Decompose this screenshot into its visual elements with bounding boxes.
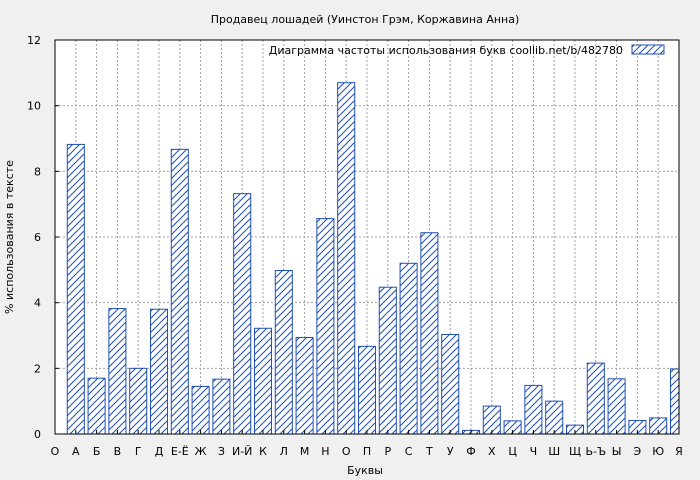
bar-Ь-Ъ <box>586 362 605 435</box>
y-ticks: 0 2 4 6 8 10 12 <box>27 34 59 441</box>
x-tick-label: Я <box>675 445 683 458</box>
x-tick-label: З <box>218 445 225 458</box>
y-tick-label: 0 <box>34 428 41 441</box>
bar-Х <box>482 405 501 435</box>
bar-Л <box>274 269 293 435</box>
bar-М <box>295 336 314 435</box>
x-tick-label: П <box>363 445 371 458</box>
bar-П <box>357 345 377 435</box>
x-tick-label: Ф <box>466 445 475 458</box>
x-tick-label: Д <box>155 445 164 458</box>
x-tick-label: Ж <box>195 445 207 458</box>
bar-Д <box>149 308 169 435</box>
x-tick-label: В <box>114 445 122 458</box>
bar-С <box>399 262 418 435</box>
x-tick-label: Т <box>425 445 433 458</box>
x-tick-label: Ь-Ъ <box>585 445 606 458</box>
bar-Н <box>316 218 335 435</box>
bar-Е-Ё <box>170 148 189 435</box>
y-tick-label: 8 <box>34 165 41 178</box>
x-tick-label: Ю <box>652 445 664 458</box>
chart-title: Продавец лошадей (Уинстон Грэм, Коржавин… <box>211 13 520 26</box>
y-tick-label: 2 <box>34 362 41 375</box>
x-tick-label: Ы <box>612 445 622 458</box>
bar-Ч <box>524 384 543 435</box>
y-tick-label: 12 <box>27 34 41 47</box>
bar-Г <box>129 367 148 435</box>
y-axis-label: % использования в тексте <box>3 160 16 314</box>
x-tick-label: Б <box>93 445 101 458</box>
x-tick-label: А <box>72 445 80 458</box>
bar-Т <box>420 232 439 435</box>
bar-Ш <box>545 400 564 435</box>
bar-И-Й <box>233 193 252 435</box>
x-ticks: О А Б В Г Д Е-Ё Ж З И-Й К Л М Н О П Р С Т У Ф Х Ц Ч Ш Щ Ь-Ъ Ы Э Ю Я <box>51 430 683 458</box>
x-tick-label: И-Й <box>232 445 252 458</box>
bar-З <box>212 378 231 435</box>
x-tick-label: Ч <box>530 445 538 458</box>
bar-Р <box>378 286 397 435</box>
x-tick-label: С <box>405 445 413 458</box>
bar-В <box>108 308 127 435</box>
legend-swatch <box>631 44 665 55</box>
x-tick-label: Х <box>488 445 496 458</box>
x-tick-label: Ш <box>548 445 560 458</box>
bar-Б <box>87 377 106 435</box>
bar-А <box>66 143 85 435</box>
x-tick-label: М <box>300 445 310 458</box>
x-axis-label: Буквы <box>347 464 383 477</box>
x-tick-label: Э <box>634 445 642 458</box>
x-tick-label: У <box>447 445 454 458</box>
legend: Диаграмма частоты использования букв coo… <box>269 44 665 57</box>
x-tick-label: Ц <box>508 445 517 458</box>
legend-label: Диаграмма частоты использования букв coo… <box>269 44 623 57</box>
bar-О <box>337 82 356 435</box>
x-tick-label: Г <box>135 445 142 458</box>
y-tick-label: 6 <box>34 231 41 244</box>
bar-К <box>253 327 273 435</box>
bar-Ы <box>607 378 626 435</box>
y-tick-label: 10 <box>27 100 41 113</box>
x-tick-label: Р <box>384 445 391 458</box>
x-tick-label: Е-Ё <box>171 445 189 458</box>
y-tick-label: 4 <box>34 297 41 310</box>
x-tick-label: Н <box>321 445 329 458</box>
bars-layer <box>66 82 680 435</box>
x-tick-label: Л <box>280 445 288 458</box>
bar-Я <box>669 368 680 435</box>
x-tick-label: О <box>51 445 60 458</box>
bar-Ж <box>191 385 210 435</box>
x-tick-label: К <box>259 445 267 458</box>
x-tick-label: О <box>342 445 351 458</box>
bar-У <box>441 334 460 435</box>
x-tick-label: Щ <box>569 445 581 458</box>
